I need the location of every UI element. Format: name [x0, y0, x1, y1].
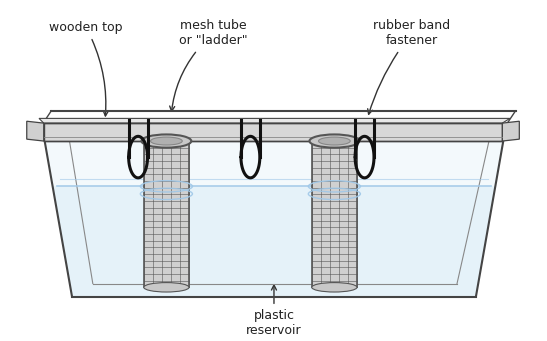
Polygon shape	[502, 121, 519, 141]
Polygon shape	[144, 141, 189, 287]
Text: mesh tube
or "ladder": mesh tube or "ladder"	[170, 19, 248, 111]
Ellipse shape	[310, 134, 359, 148]
Ellipse shape	[144, 283, 189, 292]
Ellipse shape	[312, 283, 357, 292]
Polygon shape	[44, 123, 502, 141]
Ellipse shape	[318, 137, 350, 145]
Polygon shape	[42, 125, 506, 297]
Polygon shape	[53, 186, 496, 297]
Polygon shape	[39, 118, 510, 123]
Text: rubber band
fastener: rubber band fastener	[368, 19, 450, 114]
Text: wooden top: wooden top	[49, 21, 123, 116]
Ellipse shape	[150, 137, 182, 145]
Polygon shape	[27, 121, 44, 141]
Polygon shape	[312, 141, 357, 287]
Ellipse shape	[142, 134, 191, 148]
Text: plastic
reservoir: plastic reservoir	[246, 285, 302, 337]
